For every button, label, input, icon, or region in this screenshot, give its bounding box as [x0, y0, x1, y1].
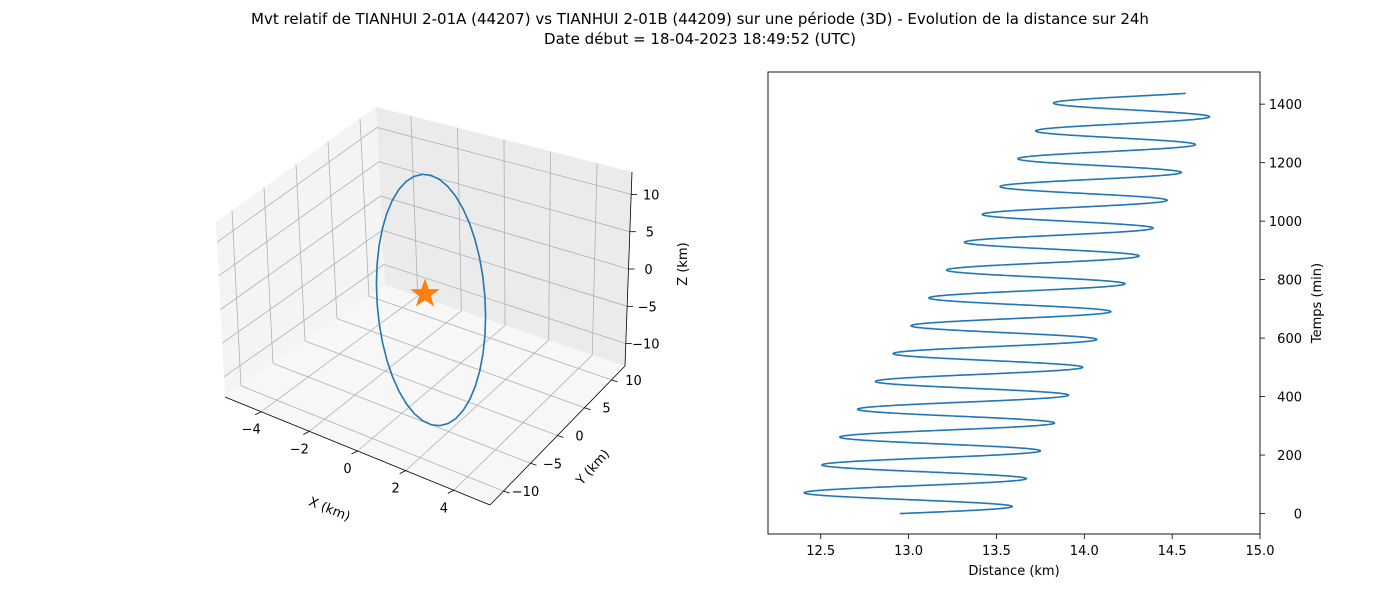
z-gridline-left	[218, 161, 380, 277]
chart-title: Mvt relatif de TIANHUI 2-01A (44207) vs …	[251, 10, 1149, 28]
y-tick-label: 200	[1277, 449, 1302, 464]
x-tick-label: 13.0	[894, 544, 923, 559]
plot-frame	[767, 71, 1261, 535]
y-tick-label: 5	[602, 402, 610, 417]
x-tick	[447, 489, 455, 494]
y-tick-label: 10	[625, 374, 642, 389]
y-tick-label: 400	[1277, 391, 1302, 406]
y-tick	[611, 379, 618, 383]
z-tick-label: −5	[638, 300, 657, 315]
y-tick-label: 1400	[1269, 98, 1302, 113]
z-tick-label: 5	[646, 226, 654, 241]
x-tick-label: 13.5	[982, 544, 1011, 559]
x-tick	[399, 470, 406, 474]
x-tick	[303, 431, 310, 435]
x-axis-label: X (km)	[306, 495, 352, 525]
y-tick-label: 600	[1277, 332, 1302, 347]
x-axis-label: Distance (km)	[968, 564, 1059, 579]
y-tick	[584, 407, 591, 411]
z-gridline-back	[376, 127, 632, 195]
orbit-3d-plot: −4 −2 0 2 4 X (km) −10 −5 0 5 10 Y (km) −10 −5 0 5 10 Z (…	[216, 107, 691, 525]
x-tick-label: −4	[242, 423, 261, 438]
z-gridline-back	[380, 195, 629, 270]
x-tick	[351, 450, 358, 455]
orbit-line	[375, 173, 487, 427]
distance-line	[803, 92, 1211, 515]
y-gridline-floor	[336, 318, 585, 409]
x-tick-label: 2	[392, 482, 400, 497]
y-axis-label: Y (km)	[573, 447, 613, 489]
z-gridline-left	[220, 195, 381, 310]
z-tick-label: 10	[643, 188, 660, 203]
y-tick	[530, 462, 537, 466]
y-tick-label: 0	[1294, 508, 1302, 523]
y-tick	[503, 490, 510, 494]
y-axis-label: Temps (min)	[1310, 263, 1325, 344]
x-tick-label: 14.0	[1070, 544, 1099, 559]
z-gridline-back	[382, 229, 628, 307]
x-tick-label: 12.5	[806, 544, 835, 559]
origin-star-marker	[410, 278, 440, 307]
y-tick-label: 1000	[1269, 215, 1302, 230]
z-gridline-back	[383, 264, 626, 344]
x-tick	[254, 411, 262, 416]
y-tick-label: −10	[512, 485, 539, 500]
chart-subtitle: Date début = 18-04-2023 18:49:52 (UTC)	[544, 30, 856, 48]
y-gridline-floor	[368, 295, 612, 381]
y-gridline-floor	[304, 340, 558, 436]
pane-back	[376, 107, 632, 366]
y-tick-label: 1200	[1269, 157, 1302, 172]
z-tick-label: −10	[632, 338, 659, 353]
y-gridline-floor	[272, 363, 531, 464]
z-gridline-left	[223, 264, 385, 378]
z-gridline-left	[216, 127, 378, 243]
x-tick-label: 0	[343, 462, 351, 477]
distance-time-plot: 12.5 13.0 13.5 14.0 14.5 15.0 Distance (km) 0 20…	[767, 71, 1325, 579]
z-tick-label: 0	[644, 263, 652, 278]
pane-floor	[225, 285, 625, 505]
x-tick-label: 14.5	[1158, 544, 1187, 559]
z-gridline-left	[222, 229, 383, 344]
y-gridline-floor	[240, 385, 504, 492]
x-tick-label: −2	[290, 442, 309, 457]
y-tick-label: 0	[575, 430, 583, 445]
y-tick	[557, 435, 564, 438]
x-tick-label: 15.0	[1246, 544, 1275, 559]
z-axis-label: Z (km)	[676, 242, 691, 285]
y-tick-label: 800	[1277, 274, 1302, 289]
z-gridline-back	[378, 161, 630, 233]
y-tick-label: −5	[543, 457, 562, 472]
x-tick-label: 4	[440, 501, 448, 516]
